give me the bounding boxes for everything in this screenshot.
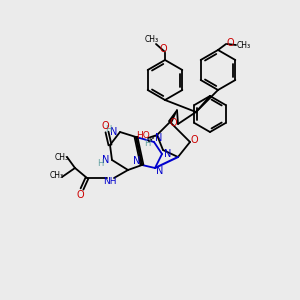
Text: N: N [164, 149, 172, 159]
Text: NH: NH [103, 176, 117, 185]
Text: N: N [110, 127, 118, 137]
Text: N: N [102, 155, 110, 165]
Text: N: N [133, 156, 141, 166]
Text: H: H [97, 160, 103, 169]
Text: O: O [169, 118, 177, 128]
Text: CH₃: CH₃ [237, 40, 251, 50]
Text: O: O [101, 121, 109, 131]
Text: O: O [76, 190, 84, 200]
Text: N: N [156, 166, 164, 176]
Text: CH₃: CH₃ [55, 154, 69, 163]
Text: HO: HO [136, 130, 150, 140]
Polygon shape [169, 110, 177, 123]
Text: O: O [190, 135, 198, 145]
Text: CH₃: CH₃ [145, 34, 159, 43]
Text: H: H [105, 125, 111, 134]
Text: O: O [226, 38, 234, 48]
Text: N: N [155, 133, 163, 143]
Text: CH₃: CH₃ [50, 172, 64, 181]
Text: O: O [159, 44, 167, 54]
Text: H: H [144, 139, 150, 148]
